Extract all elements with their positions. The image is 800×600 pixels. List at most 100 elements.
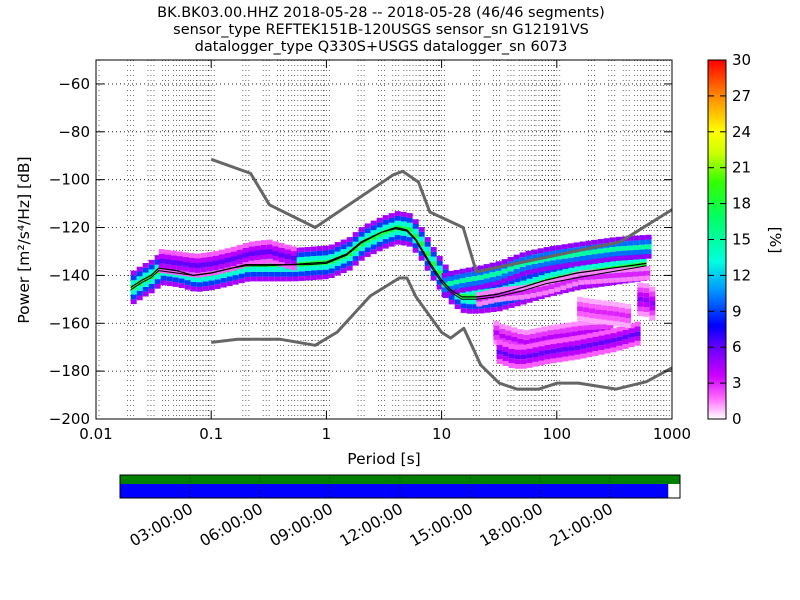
psd-cell (388, 217, 395, 223)
psd-cell (376, 236, 383, 242)
psd-cell (579, 260, 586, 266)
psd-cell (278, 252, 285, 258)
psd-cell (613, 321, 620, 326)
psd-cell (352, 246, 359, 252)
psd-cell (316, 246, 323, 251)
psd-cell (514, 344, 521, 350)
psd-cell (590, 269, 597, 275)
psd-cell (477, 275, 484, 280)
psd-cell (608, 278, 615, 283)
psd-cell (400, 221, 407, 227)
psd-cell (537, 267, 544, 273)
psd-cell (316, 250, 323, 256)
psd-cell (609, 256, 616, 262)
psd-cell (254, 245, 261, 251)
psd-cell (304, 246, 311, 252)
psd-cell (364, 223, 371, 229)
psd-cell (634, 336, 641, 341)
psd-cell (649, 291, 656, 297)
psd-cell (236, 249, 243, 255)
psd-cell (643, 292, 650, 298)
psd-cell (627, 245, 634, 251)
psd-cell (585, 259, 592, 265)
psd-cell (579, 255, 586, 261)
psd-cell (519, 261, 526, 267)
psd-cell (639, 235, 646, 240)
psd-cell (607, 310, 614, 316)
psd-cell (298, 276, 305, 281)
psd-cell (196, 277, 203, 283)
psd-cell (244, 272, 251, 277)
psd-cell (525, 265, 532, 270)
psd-cell (364, 242, 371, 248)
psd-cell (637, 311, 644, 317)
psd-cell (626, 276, 633, 282)
psd-cell (619, 317, 626, 323)
psd-cell (560, 280, 567, 286)
psd-cell (280, 271, 287, 277)
psd-cell (608, 268, 615, 274)
psd-cell (604, 262, 611, 267)
psd-cell (601, 319, 608, 325)
psd-cell (580, 344, 587, 349)
psd-cell (513, 264, 520, 270)
psd-cell (212, 251, 219, 256)
colorbar-tick-label: 6 (732, 338, 742, 356)
psd-cell (358, 246, 365, 252)
psd-cell (256, 271, 263, 277)
psd-cell (550, 353, 557, 359)
psd-cell (532, 296, 539, 301)
psd-cell (577, 330, 584, 336)
psd-cell (148, 259, 155, 265)
psd-cell (643, 297, 650, 303)
psd-cell (182, 261, 189, 267)
psd-cell (471, 285, 478, 291)
psd-cell (471, 271, 478, 277)
psd-cell (430, 247, 437, 252)
psd-cell (496, 359, 503, 364)
psd-cell (334, 246, 341, 252)
psd-cell (466, 304, 473, 309)
psd-cell (453, 289, 460, 294)
psd-cell (488, 289, 495, 295)
psd-cell (483, 268, 490, 274)
psd-coverage-bar (120, 484, 669, 498)
psd-cell (585, 255, 592, 260)
psd-cell (370, 234, 377, 240)
psd-cell (508, 358, 515, 364)
psd-cell (495, 275, 502, 281)
psd-cell (532, 361, 539, 367)
psd-cell (194, 263, 201, 269)
psd-cell (489, 262, 496, 268)
psd-cell (601, 300, 608, 306)
psd-cell (567, 262, 574, 268)
psd-cell (262, 276, 269, 282)
psd-cell (524, 294, 531, 299)
psd-cell (170, 250, 177, 256)
psd-cell (334, 251, 341, 257)
psd-cell (523, 330, 530, 335)
psd-cell (230, 266, 237, 271)
psd-cell (621, 241, 628, 247)
psd-cell (424, 261, 431, 266)
psd-cell (483, 264, 490, 269)
psd-cell (499, 324, 506, 329)
psd-cell (610, 261, 617, 266)
psd-cell (542, 285, 549, 291)
psd-cell (388, 222, 395, 228)
psd-cell (598, 349, 605, 355)
colorbar-tick-label: 18 (732, 195, 751, 213)
psd-cell (430, 256, 437, 262)
psd-cell (589, 313, 596, 319)
psd-cell (188, 262, 195, 268)
psd-cell (614, 277, 621, 283)
psd-cell (595, 304, 602, 310)
psd-cell (184, 280, 191, 285)
psd-cell (260, 249, 267, 255)
x-tick-label: 100 (542, 425, 571, 443)
psd-cell (568, 355, 575, 361)
psd-cell (250, 267, 257, 272)
psd-cell (436, 270, 443, 276)
psd-cell (526, 363, 533, 368)
psd-cell (130, 299, 137, 305)
